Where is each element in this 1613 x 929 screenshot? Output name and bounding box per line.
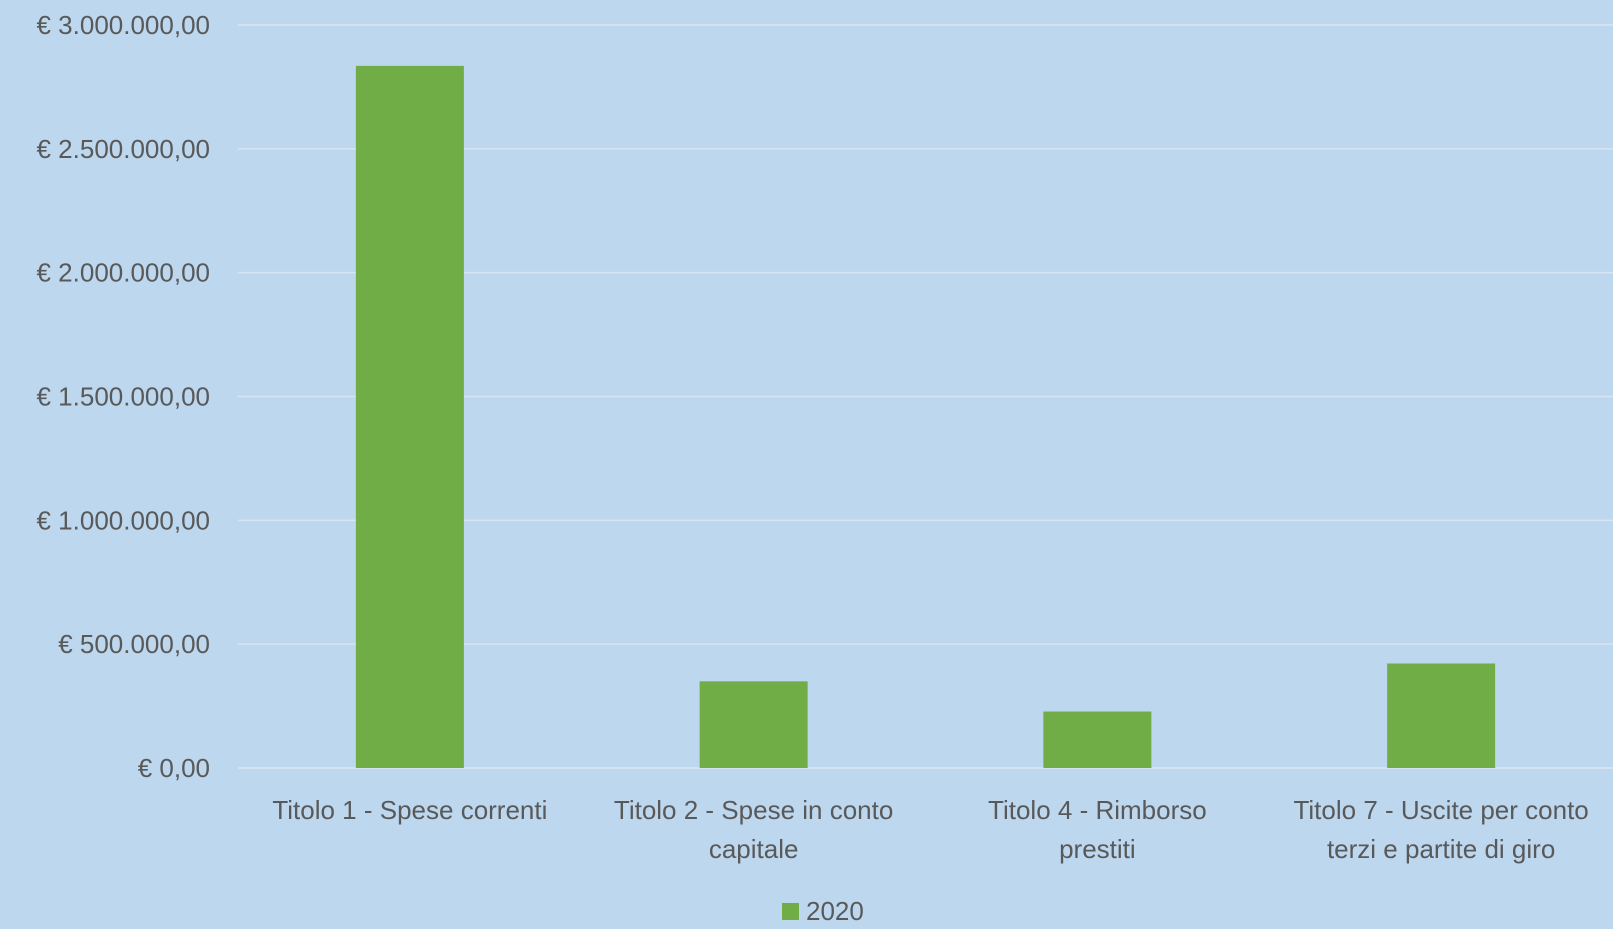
legend-label: 2020 xyxy=(806,896,864,924)
y-tick-label: € 1.500.000,00 xyxy=(37,382,211,412)
y-tick-label: € 500.000,00 xyxy=(58,629,210,659)
bar-1[interactable] xyxy=(355,65,464,769)
bar-2[interactable] xyxy=(699,681,808,768)
x-tick-label: Titolo 4 - Rimborso xyxy=(988,795,1207,825)
y-tick-label: € 2.500.000,00 xyxy=(37,134,211,164)
y-tick-label: € 0,00 xyxy=(138,753,210,783)
x-axis-tick-labels: Titolo 1 - Spese correnti Titolo 2 - Spes… xyxy=(272,795,1588,864)
y-tick-label: € 1.000.000,00 xyxy=(37,505,211,535)
y-tick-label: € 3.000.000,00 xyxy=(37,10,211,40)
gridlines xyxy=(238,24,1613,769)
legend-swatch xyxy=(782,903,799,920)
x-tick-label: prestiti xyxy=(1059,834,1136,864)
x-tick-label: capitale xyxy=(709,834,799,864)
y-axis-tick-labels: € 0,00 € 500.000,00 € 1.000.000,00 € 1.500.… xyxy=(37,10,211,783)
legend: 2020 xyxy=(782,896,864,926)
y-tick-label: € 2.000.000,00 xyxy=(37,258,211,288)
bar-3[interactable] xyxy=(1043,711,1152,768)
x-tick-label: Titolo 2 - Spese in conto xyxy=(614,795,893,825)
bar-4[interactable] xyxy=(1387,663,1496,768)
x-tick-label: Titolo 7 - Uscite per conto xyxy=(1293,795,1588,825)
x-tick-label: Titolo 1 - Spese correnti xyxy=(272,795,547,825)
x-tick-label: terzi e partite di giro xyxy=(1327,834,1555,864)
bars xyxy=(355,65,1496,769)
